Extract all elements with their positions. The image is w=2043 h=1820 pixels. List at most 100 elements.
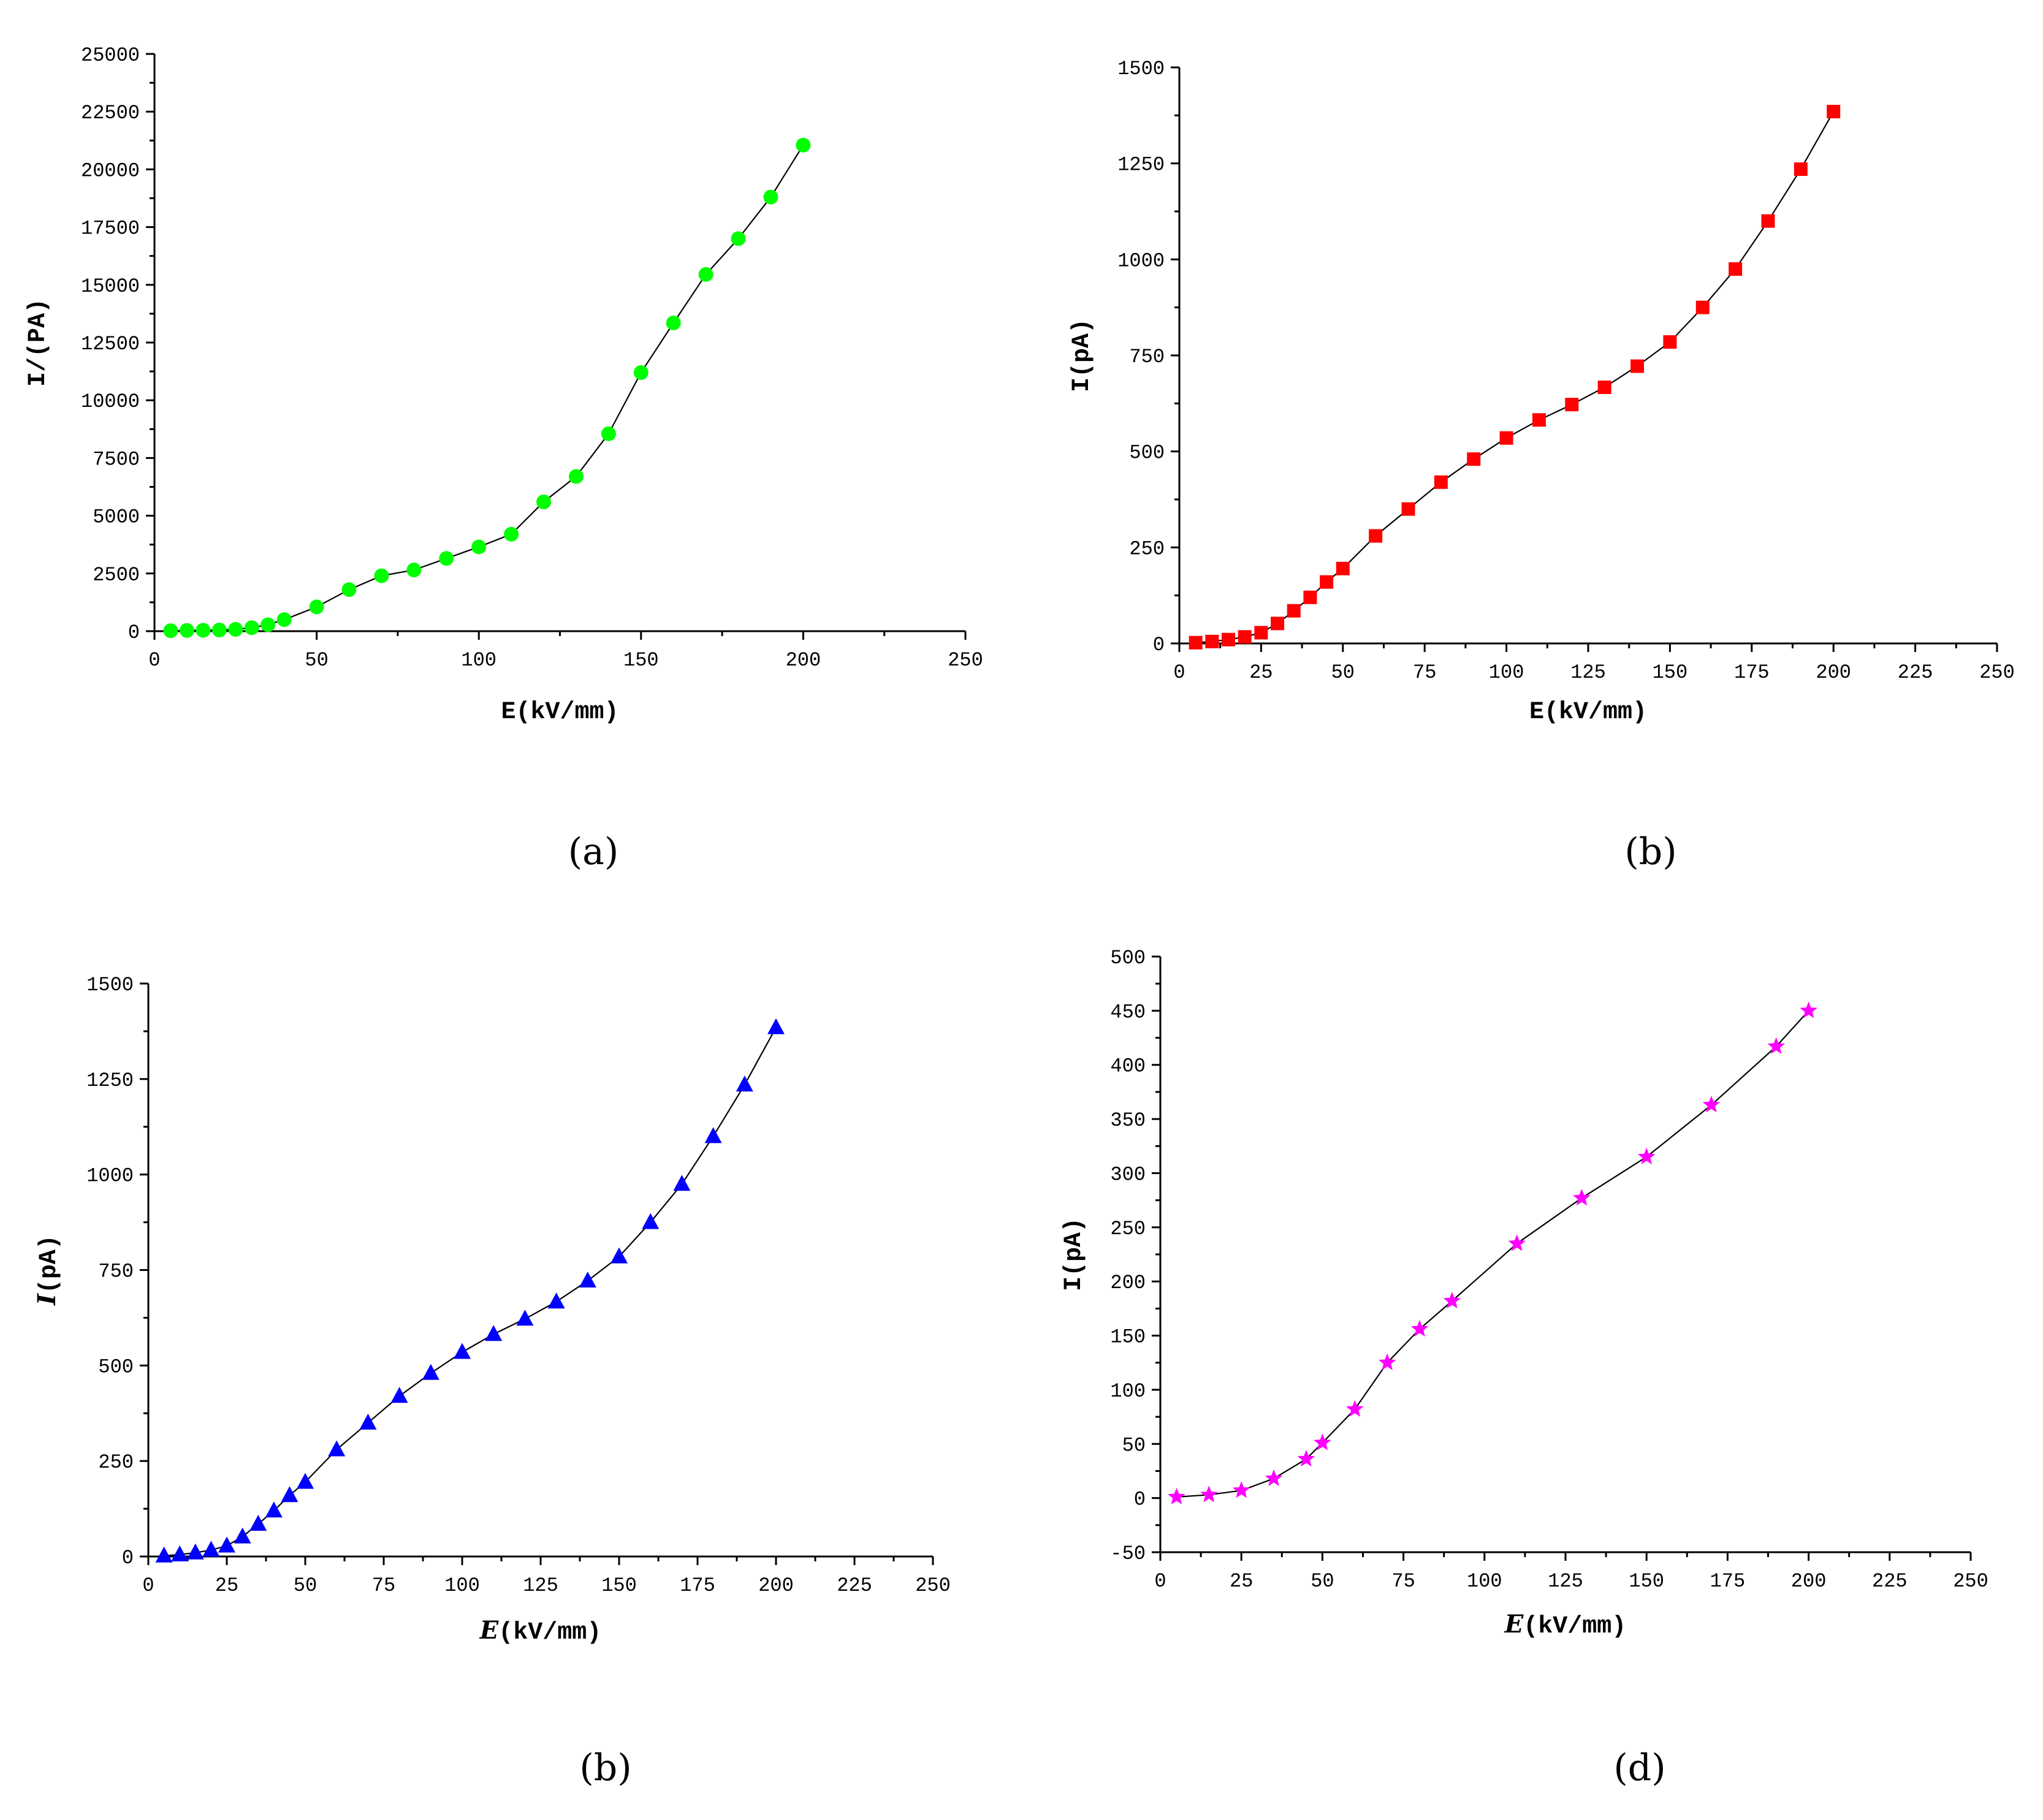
data-point-19 [666, 315, 681, 330]
x-tick-label: 250 [915, 1574, 951, 1597]
y-tick-label: 200 [1110, 1272, 1146, 1294]
x-tick-label: 250 [1953, 1570, 1988, 1593]
y-tick-label: 1500 [1117, 58, 1165, 80]
x-tick-label: 0 [1154, 1570, 1166, 1593]
data-point-19 [1663, 335, 1677, 349]
panel-a: 0 50 100 150 200 2500250050007500100001250015… [25, 44, 983, 873]
data-point-22 [763, 189, 778, 205]
data-point-4 [228, 621, 243, 637]
data-point-12 [1434, 475, 1448, 489]
y-tick-label: 17500 [81, 218, 140, 240]
data-point-24 [767, 1018, 785, 1034]
data-point-10 [374, 568, 389, 583]
data-point-3 [1238, 630, 1252, 644]
data-point-9 [297, 1473, 314, 1489]
data-point-12 [390, 1387, 408, 1403]
data-point-18 [633, 365, 649, 380]
data-point-5 [1271, 616, 1285, 631]
y-tick-label: 5000 [93, 506, 140, 529]
data-point-2 [1222, 632, 1236, 646]
data-point-3 [1265, 1469, 1283, 1486]
x-tick-label: 75 [1391, 1570, 1415, 1593]
data-point-12 [1637, 1147, 1656, 1165]
data-point-20 [698, 267, 713, 282]
data-point-22 [704, 1127, 722, 1143]
x-tick-label: 50 [1311, 1570, 1334, 1593]
x-tick-label: 200 [1791, 1570, 1827, 1593]
data-point-3 [202, 1541, 220, 1557]
data-point-0 [1189, 635, 1203, 650]
x-tick-label: 100 [1489, 661, 1524, 684]
data-point-9 [341, 582, 357, 597]
data-point-15 [1532, 413, 1546, 427]
data-point-6 [1346, 1400, 1364, 1417]
data-point-10 [328, 1440, 346, 1457]
x-tick-label: 75 [372, 1574, 395, 1597]
x-tick-label: 75 [1413, 661, 1436, 684]
data-point-13 [422, 1363, 439, 1380]
x-tick-label: 200 [1816, 661, 1851, 684]
data-point-2 [1232, 1481, 1250, 1498]
x-tick-label: 100 [461, 649, 496, 672]
y-tick-label: 0 [122, 1547, 134, 1569]
data-point-8 [1410, 1319, 1429, 1337]
data-point-16 [568, 469, 584, 484]
data-point-11 [359, 1413, 377, 1430]
y-tick-label: 50 [1122, 1434, 1146, 1457]
data-point-17 [547, 1292, 565, 1309]
y-axis-title: I(pA) [1060, 1218, 1088, 1291]
x-tick-label: 50 [294, 1574, 317, 1597]
x-tick-label: 225 [1872, 1570, 1908, 1593]
panel-caption: (d) [1613, 1746, 1665, 1789]
x-tick-label: 150 [1629, 1570, 1664, 1593]
data-point-0 [163, 623, 178, 639]
data-point-9 [1336, 561, 1350, 575]
panel-caption: (a) [568, 830, 619, 873]
y-tick-label: 250 [1129, 537, 1165, 560]
data-point-1 [1205, 634, 1219, 648]
data-point-7 [276, 612, 292, 628]
x-tick-label: 150 [601, 1574, 637, 1597]
data-point-1 [179, 623, 194, 638]
data-point-17 [1597, 381, 1611, 395]
x-tick-label: 250 [1979, 661, 2015, 684]
x-tick-label: 175 [1710, 1570, 1746, 1593]
data-point-23 [796, 137, 811, 153]
series-line [1195, 111, 1835, 643]
data-point-19 [611, 1247, 628, 1264]
y-tick-label: 0 [1153, 634, 1165, 656]
data-point-15 [1800, 1001, 1817, 1018]
data-point-21 [731, 231, 746, 246]
x-tick-label: 125 [523, 1574, 558, 1597]
data-point-14 [454, 1343, 471, 1359]
x-tick-label: 200 [786, 649, 821, 672]
data-point-23 [736, 1075, 753, 1092]
y-tick-label: 0 [128, 621, 140, 644]
y-tick-label: 750 [1129, 346, 1165, 368]
y-tick-label: 0 [1134, 1488, 1146, 1511]
y-tick-label: 250 [98, 1451, 134, 1474]
y-tick-label: 1250 [86, 1069, 134, 1092]
y-tick-label: 12500 [81, 333, 140, 355]
data-point-13 [471, 539, 487, 555]
panel-b-top: 0 25 50 75 100 125 150 175 200 225 250 0 250 500 750 10… [1068, 58, 2015, 873]
data-point-20 [1695, 300, 1710, 314]
y-axis-title: I(pA) [1068, 319, 1096, 392]
data-point-15 [485, 1325, 503, 1341]
data-point-18 [579, 1271, 596, 1287]
x-axis-title: E(kV/mm) [479, 1616, 602, 1647]
data-point-10 [1369, 529, 1383, 543]
y-tick-label: 10000 [81, 390, 140, 413]
series-line [170, 145, 804, 632]
y-tick-label: 450 [1110, 1001, 1146, 1023]
data-point-2 [186, 1543, 204, 1560]
panel-b-bottom: 0 25 50 75 100 125 150 175 200 225 250 0 250 500 750 10… [32, 974, 951, 1789]
x-tick-label: 125 [1548, 1570, 1583, 1593]
x-tick-label: 50 [1331, 661, 1355, 684]
y-tick-label: 20000 [81, 159, 140, 182]
y-tick-label: 22500 [81, 102, 140, 124]
x-tick-label: 50 [305, 649, 328, 672]
y-tick-label: 1250 [1117, 154, 1165, 176]
data-point-5 [244, 620, 259, 635]
